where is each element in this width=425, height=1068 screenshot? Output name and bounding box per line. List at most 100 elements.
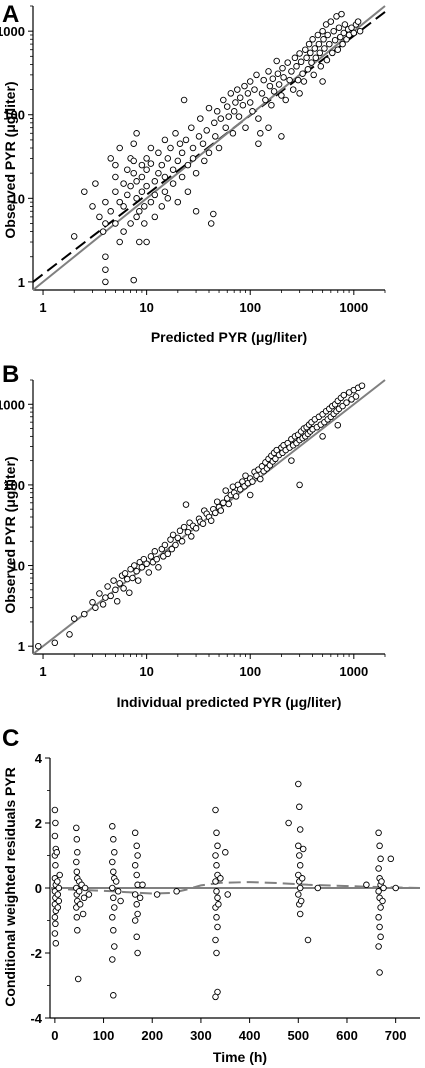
- data-point: [217, 115, 225, 122]
- data-point: [140, 555, 148, 563]
- data-point: [109, 858, 116, 866]
- x-tick-label: 600: [336, 1028, 358, 1043]
- data-point: [92, 180, 99, 187]
- data-point: [297, 897, 305, 905]
- data-point: [116, 198, 123, 206]
- data-point: [184, 161, 192, 169]
- data-point: [143, 560, 150, 568]
- data-point: [207, 517, 215, 524]
- data-point: [220, 96, 227, 104]
- data-point: [268, 101, 275, 109]
- data-point: [127, 220, 134, 227]
- x-axis-title-a: Predicted PYR (μg/liter): [151, 329, 307, 345]
- data-point: [109, 914, 116, 921]
- data-point: [348, 24, 355, 31]
- y-tick-label: 1: [18, 639, 25, 654]
- data-point: [172, 541, 179, 549]
- data-point: [70, 233, 78, 240]
- data-point: [249, 108, 256, 115]
- data-point: [299, 70, 306, 77]
- smooth-trend-line-dashed: [49, 881, 421, 895]
- data-point: [164, 550, 172, 558]
- data-point: [286, 76, 293, 84]
- data-point: [298, 875, 306, 882]
- data-point: [143, 166, 150, 173]
- data-point: [189, 155, 197, 162]
- data-point: [184, 188, 192, 195]
- data-point: [207, 220, 215, 227]
- x-tick-label: 0: [51, 1028, 58, 1043]
- data-point: [257, 475, 264, 483]
- data-point: [138, 161, 146, 169]
- data-point: [251, 86, 258, 93]
- identity-line: [32, 5, 386, 291]
- data-point: [143, 155, 150, 162]
- data-point: [244, 90, 252, 97]
- data-point: [304, 66, 312, 73]
- data-point: [102, 594, 109, 601]
- data-point: [376, 969, 383, 976]
- data-point: [212, 993, 219, 1001]
- data-point: [158, 203, 166, 210]
- data-point: [188, 533, 195, 540]
- y-axis-title-c: Conditional weighted residuals PYR: [2, 767, 18, 1007]
- data-point: [296, 481, 303, 489]
- data-point: [319, 27, 326, 35]
- data-point: [138, 173, 146, 181]
- data-point: [232, 493, 240, 500]
- data-point: [110, 836, 117, 843]
- data-point: [96, 213, 103, 221]
- data-point: [316, 49, 324, 57]
- data-point: [296, 803, 303, 811]
- data-point: [302, 46, 309, 53]
- data-point: [307, 49, 314, 57]
- data-point: [110, 894, 117, 902]
- data-point: [55, 897, 63, 905]
- x-tick-label: 500: [287, 1028, 309, 1043]
- data-point: [99, 601, 107, 608]
- data-point: [258, 90, 266, 97]
- data-point: [377, 855, 384, 863]
- data-point: [273, 57, 280, 65]
- y-tick-label: 10: [11, 559, 25, 574]
- data-point: [234, 86, 241, 93]
- data-point: [136, 238, 143, 246]
- data-point: [199, 140, 207, 147]
- x-tick-label: 200: [141, 1028, 163, 1043]
- data-point: [212, 133, 219, 140]
- data-point: [169, 180, 177, 187]
- data-point: [291, 54, 299, 62]
- data-point: [379, 897, 386, 905]
- data-point: [272, 455, 279, 463]
- data-point: [169, 531, 177, 539]
- data-point: [130, 157, 137, 165]
- x-tick-label: 700: [385, 1028, 407, 1043]
- data-point: [269, 75, 277, 82]
- data-point: [230, 108, 238, 115]
- data-point: [203, 127, 210, 134]
- data-point: [348, 396, 355, 403]
- data-point: [375, 829, 382, 837]
- y-tick-label: 10: [11, 191, 25, 206]
- data-point: [164, 195, 172, 202]
- data-point: [376, 923, 383, 931]
- data-point: [201, 157, 208, 165]
- data-point: [300, 78, 308, 85]
- data-point: [180, 96, 188, 104]
- data-point: [262, 96, 269, 104]
- data-point: [363, 881, 370, 889]
- data-point: [52, 920, 59, 928]
- data-point: [138, 188, 146, 195]
- panel-a: A 1 10 100 1000 1 10 100 1000 Predicted PYR (μg…: [0, 1, 386, 345]
- data-point: [99, 228, 107, 235]
- y-tick-label: 1: [18, 275, 25, 290]
- data-point: [176, 527, 184, 535]
- data-point: [205, 104, 213, 112]
- data-point: [212, 936, 219, 944]
- data-point: [153, 891, 161, 898]
- data-point: [214, 894, 221, 902]
- data-point: [392, 884, 399, 892]
- data-point: [317, 63, 325, 70]
- data-point: [116, 238, 123, 246]
- data-point: [337, 33, 344, 41]
